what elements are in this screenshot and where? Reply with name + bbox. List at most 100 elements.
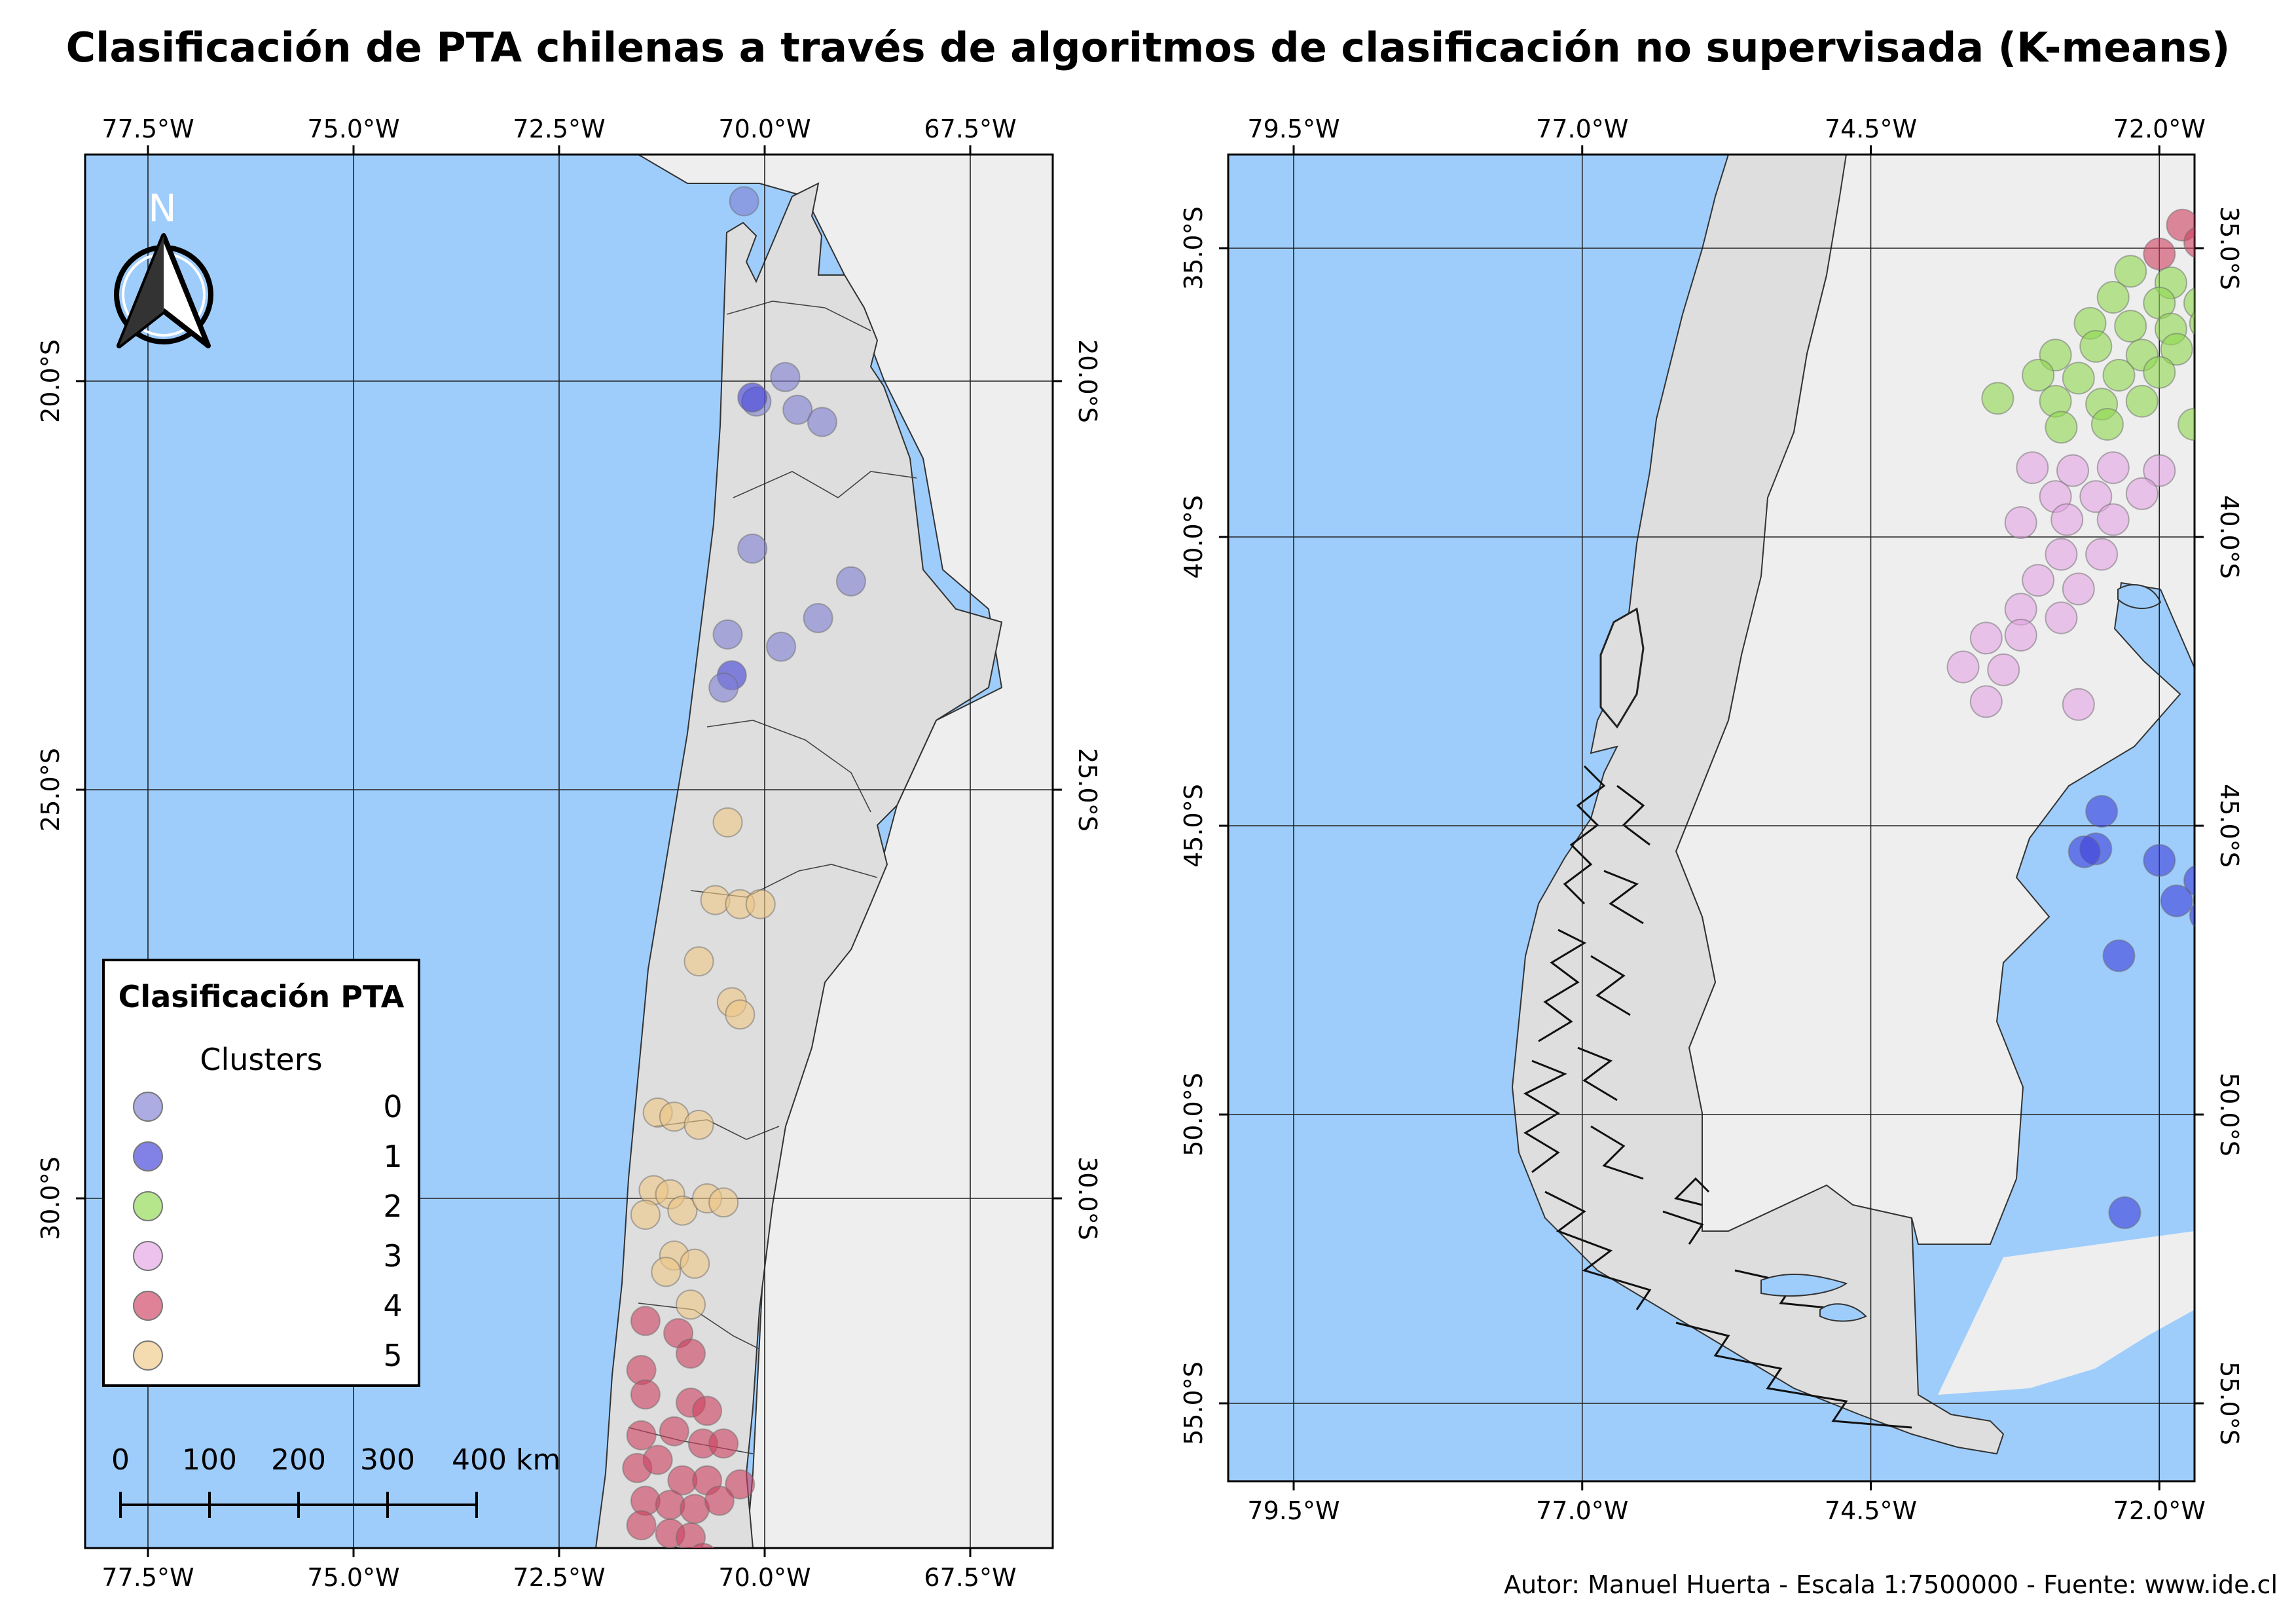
cluster-3-point xyxy=(2004,506,2037,539)
lon-tick-top: 72.0°W xyxy=(2113,115,2206,143)
cluster-2-point xyxy=(2096,281,2130,314)
cluster-1-point xyxy=(2189,903,2195,928)
lat-tick-left: 35.0°S xyxy=(1179,206,1208,290)
cluster-5-point xyxy=(725,999,756,1030)
lat-tick-left: 20.0°S xyxy=(36,339,65,423)
scale-label-100: 100 xyxy=(182,1443,237,1477)
lon-tick-bottom: 77.5°W xyxy=(101,1563,194,1592)
lat-tick-left: 45.0°S xyxy=(1179,784,1208,868)
legend-label-1: 1 xyxy=(383,1139,402,1174)
cluster-4-point xyxy=(691,1543,715,1548)
cluster-5-point xyxy=(683,1109,714,1140)
map-north: 77.5°W 77.5°W 75.0°W 75.0°W 72.5°W 72.5°W 70.0… xyxy=(36,115,1102,1592)
cluster-5-point xyxy=(667,1195,698,1226)
lat-tick-right: 25.0°S xyxy=(1073,748,1102,832)
cluster-0-point xyxy=(708,673,739,703)
cluster-3-point xyxy=(2045,538,2078,571)
lon-tick-bottom: 67.5°W xyxy=(924,1563,1016,1592)
cluster-0-point xyxy=(807,407,837,437)
cluster-0-point xyxy=(737,533,768,564)
legend-swatch-2 xyxy=(133,1191,163,1221)
cluster-5-point xyxy=(708,1187,739,1218)
cluster-2-point xyxy=(2225,435,2256,466)
cluster-2-point xyxy=(2125,384,2159,418)
cluster-4-point xyxy=(2276,221,2296,252)
cluster-2-point xyxy=(1981,382,2014,415)
cluster-5-point xyxy=(651,1257,682,1287)
legend-swatch-3 xyxy=(133,1241,163,1271)
lat-tick-right: 45.0°S xyxy=(2215,784,2244,868)
cluster-4-point xyxy=(676,1338,706,1369)
lon-tick-top: 72.5°W xyxy=(513,115,605,143)
cluster-5-point xyxy=(680,1248,710,1279)
cluster-3-point xyxy=(2056,454,2089,487)
cluster-5-point xyxy=(683,946,714,977)
cluster-4-point xyxy=(630,1306,661,1337)
cluster-4-point xyxy=(725,1469,756,1500)
north-arrow-label: N xyxy=(148,186,176,231)
legend-label-2: 2 xyxy=(383,1189,402,1224)
cluster-0-point xyxy=(782,394,813,425)
cluster-1-point xyxy=(2265,1281,2296,1312)
cluster-4-point xyxy=(659,1416,689,1447)
cluster-1-point xyxy=(737,382,768,413)
cluster-2-point xyxy=(2045,411,2078,444)
cluster-4-point xyxy=(2183,227,2195,258)
cluster-1-point xyxy=(2068,835,2101,868)
cluster-0-point xyxy=(766,631,797,662)
legend-label-5: 5 xyxy=(383,1338,402,1373)
scale-label-200: 200 xyxy=(271,1443,326,1477)
cluster-2-point xyxy=(2090,408,2124,441)
cluster-5-point xyxy=(700,885,731,915)
cluster-3-point xyxy=(1987,653,2020,686)
lat-tick-right: 55.0°S xyxy=(2215,1361,2244,1445)
map-south: 79.5°W 79.5°W 77.0°W 77.0°W 74.5°W 74.5°W 72.0… xyxy=(1179,115,2296,1525)
scale-label-0: 0 xyxy=(111,1443,130,1477)
cluster-4-point xyxy=(655,1490,685,1520)
lon-tick-top: 67.5°W xyxy=(924,115,1016,143)
map-south-land-other-shelf xyxy=(1938,1231,2195,1395)
map-north-points xyxy=(622,186,866,1548)
cluster-5-point xyxy=(712,807,743,838)
cluster-5-point xyxy=(630,1200,661,1230)
lat-tick-right: 30.0°S xyxy=(1073,1156,1102,1240)
cluster-2-point xyxy=(2178,408,2195,441)
cluster-2-point xyxy=(2062,361,2095,395)
lat-tick-left: 30.0°S xyxy=(36,1156,65,1240)
cluster-1-point xyxy=(2108,1196,2141,1229)
map-south-ticks: 79.5°W 79.5°W 77.0°W 77.0°W 74.5°W 74.5°W 72.0… xyxy=(1179,115,2244,1525)
cluster-3-point xyxy=(2022,564,2055,597)
cluster-4-point xyxy=(692,1395,723,1426)
cluster-3-point xyxy=(2062,688,2095,721)
cluster-2-point xyxy=(2114,255,2147,288)
cluster-3-point xyxy=(2225,703,2256,735)
legend-label-3: 3 xyxy=(383,1238,402,1274)
map-south-lakes xyxy=(1760,583,2162,1322)
cluster-3-point xyxy=(2085,538,2119,571)
cluster-2-point xyxy=(2079,329,2113,363)
cluster-3-point xyxy=(1946,650,1980,684)
cluster-3-point xyxy=(1969,685,2003,718)
cluster-0-point xyxy=(712,619,743,650)
lon-tick-bottom: 77.0°W xyxy=(1536,1496,1628,1525)
cluster-4-point xyxy=(2143,237,2176,270)
north-arrow: N xyxy=(114,186,213,348)
lon-tick-top: 75.0°W xyxy=(307,115,399,143)
cluster-3-point xyxy=(2045,601,2078,635)
lon-tick-bottom: 72.0°W xyxy=(2113,1496,2206,1525)
cluster-0-point xyxy=(803,602,833,633)
lon-tick-top: 70.0°W xyxy=(718,115,811,143)
cluster-4-point xyxy=(704,1485,735,1516)
legend-swatch-0 xyxy=(133,1092,163,1122)
cluster-3-point xyxy=(2004,618,2037,652)
credits: Autor: Manuel Huerta - Escala 1:7500000 … xyxy=(1504,1570,2278,1599)
cluster-4-point xyxy=(626,1420,657,1450)
cluster-2-point xyxy=(2183,287,2195,319)
lat-tick-left: 40.0°S xyxy=(1179,495,1208,579)
lat-tick-right: 50.0°S xyxy=(2215,1073,2244,1156)
cluster-4-point xyxy=(2293,183,2296,215)
scale-bar: 0 100 200 300 400 km xyxy=(111,1443,560,1518)
cluster-4-point xyxy=(708,1428,739,1459)
cluster-4-point xyxy=(626,1510,657,1541)
